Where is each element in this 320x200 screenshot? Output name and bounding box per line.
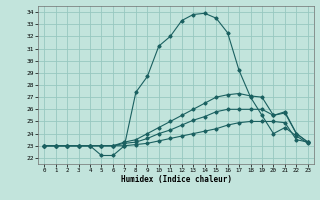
X-axis label: Humidex (Indice chaleur): Humidex (Indice chaleur) [121,175,231,184]
